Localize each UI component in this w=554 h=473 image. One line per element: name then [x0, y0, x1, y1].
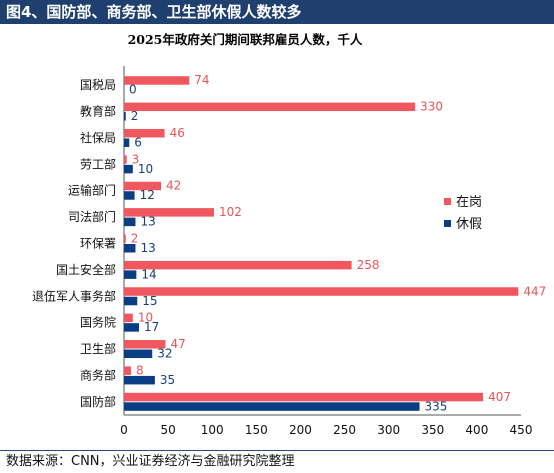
bar-furloughed — [124, 164, 133, 174]
category-label: 国务院 — [80, 315, 116, 330]
category-label: 国防部 — [80, 394, 116, 409]
category-label: 商务部 — [80, 367, 116, 382]
category-label: 国税局 — [80, 78, 116, 92]
x-tick-label: 250 — [333, 423, 356, 437]
bar-furloughed — [124, 217, 136, 227]
bar-furloughed — [124, 349, 153, 359]
bar-on-duty — [124, 76, 190, 85]
data-label-furloughed: 32 — [157, 347, 172, 361]
category-label: 环保署 — [80, 237, 116, 251]
x-tick-label: 200 — [289, 423, 312, 437]
category-label: 劳工部 — [80, 156, 116, 171]
bar-chart: 2025年政府关门期间联邦雇员人数，千人 0 50 100 150 200 250 300 3… — [32, 32, 546, 437]
bar-on-duty — [124, 208, 214, 217]
bar-on-duty — [124, 313, 133, 323]
x-tick-label: 50 — [160, 423, 175, 437]
data-label-on-duty: 330 — [420, 100, 443, 114]
bar-on-duty — [124, 102, 416, 112]
data-label-on-duty: 10 — [138, 311, 153, 325]
data-label-furloughed: 2 — [131, 109, 139, 123]
x-tick-label: 350 — [421, 423, 444, 437]
bar-furloughed — [124, 191, 135, 200]
data-label-on-duty: 42 — [166, 179, 181, 193]
data-label-furloughed: 35 — [160, 373, 175, 387]
data-label-on-duty: 47 — [170, 337, 185, 351]
data-label-on-duty: 2 — [131, 232, 139, 246]
bar-on-duty — [124, 155, 127, 164]
category-label: 国土安全部 — [56, 262, 116, 277]
data-label-on-duty: 3 — [132, 152, 140, 166]
data-label-on-duty: 46 — [170, 126, 185, 140]
x-tick-label: 150 — [245, 423, 268, 437]
data-label-furloughed: 10 — [138, 162, 153, 176]
x-tick-label: 300 — [377, 423, 400, 437]
bar-on-duty — [124, 366, 132, 375]
bar-on-duty — [124, 392, 484, 402]
category-label: 运输部门 — [68, 183, 116, 198]
bar-on-duty — [124, 260, 352, 270]
category-label: 退伍军人事务部 — [32, 288, 116, 303]
figure-header: 图4、国防部、商务部、卫生部休假人数较多 — [0, 0, 554, 24]
figure-footer: 数据来源：CNN，兴业证券经济与金融研究院整理 — [0, 450, 554, 472]
x-tick-label: 400 — [465, 423, 488, 437]
data-label-on-duty: 258 — [357, 258, 380, 272]
data-label-furloughed: 335 — [425, 399, 448, 413]
bar-furloughed — [124, 402, 420, 411]
x-tick-label: 450 — [510, 423, 533, 437]
data-label-on-duty: 74 — [194, 73, 209, 87]
x-tick-label: 0 — [120, 423, 128, 437]
plot-area: 0 50 100 150 200 250 300 350 400 450 国税局 74 0 教育部 330 2… — [32, 66, 546, 437]
bar-furloughed — [124, 270, 137, 279]
data-label-furloughed: 14 — [141, 267, 156, 281]
category-label: 司法部门 — [68, 209, 116, 224]
x-tick-label: 100 — [201, 423, 224, 437]
bar-furloughed — [124, 296, 138, 306]
bar-furloughed — [124, 375, 155, 385]
bar-on-duty — [124, 287, 519, 296]
figure-header-title: 图4、国防部、商务部、卫生部休假人数较多 — [6, 3, 302, 21]
legend-swatch-furloughed — [444, 220, 451, 227]
data-label-on-duty: 8 — [136, 363, 144, 377]
data-label-furloughed: 13 — [140, 241, 155, 255]
data-label-on-duty: 407 — [488, 390, 511, 404]
bar-furloughed — [124, 323, 139, 332]
chart-title: 2025年政府关门期间联邦雇员人数，千人 — [128, 32, 363, 47]
data-label-furloughed: 0 — [129, 83, 137, 97]
data-label-on-duty: 102 — [219, 205, 242, 219]
legend-swatch-on-duty — [444, 198, 451, 205]
category-label: 教育部 — [80, 104, 116, 119]
bar-furloughed — [124, 138, 130, 147]
legend-label-furloughed: 休假 — [456, 217, 482, 232]
category-label: 卫生部 — [80, 341, 116, 356]
data-label-furloughed: 13 — [140, 215, 155, 229]
bar-on-duty — [124, 340, 166, 349]
bar-furloughed — [124, 112, 126, 121]
data-label-furloughed: 15 — [142, 294, 157, 308]
legend-label-on-duty: 在岗 — [456, 195, 482, 210]
source-note: 数据来源：CNN，兴业证券经济与金融研究院整理 — [6, 454, 295, 469]
data-label-furloughed: 12 — [140, 188, 155, 202]
data-label-furloughed: 17 — [144, 320, 159, 334]
data-label-on-duty: 447 — [523, 284, 546, 298]
data-label-furloughed: 6 — [134, 135, 142, 149]
bar-on-duty — [124, 128, 165, 138]
bar-on-duty — [124, 234, 126, 243]
bar-on-duty — [124, 181, 162, 191]
category-label: 社保局 — [80, 130, 116, 145]
bar-furloughed — [124, 244, 136, 253]
